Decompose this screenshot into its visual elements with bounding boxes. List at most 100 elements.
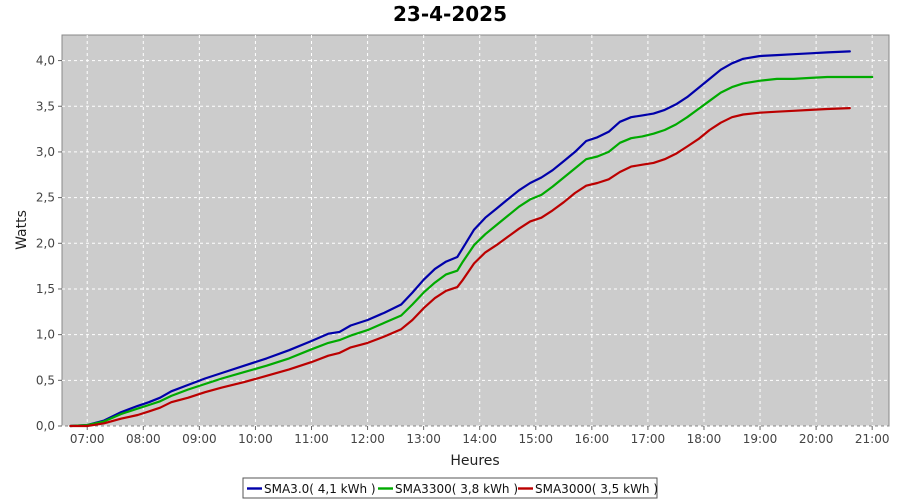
- data-point: [518, 189, 520, 191]
- y-tick-label: 0,0: [36, 419, 55, 433]
- data-point: [367, 342, 369, 344]
- data-point: [540, 194, 543, 196]
- data-point: [204, 383, 206, 385]
- x-tick-label: 11:00: [294, 432, 329, 446]
- data-point: [148, 404, 150, 406]
- data-point: [288, 357, 290, 359]
- data-point: [664, 158, 666, 160]
- y-tick-label: 3,0: [36, 145, 55, 159]
- data-point: [608, 131, 610, 133]
- data-point: [170, 390, 172, 392]
- data-point: [574, 167, 576, 169]
- data-point: [742, 58, 744, 60]
- data-point: [170, 395, 172, 397]
- data-point: [103, 422, 105, 424]
- data-point: [697, 138, 700, 140]
- data-point: [793, 110, 795, 112]
- data-point: [86, 425, 88, 427]
- legend: SMA3.0( 4,1 kWh ) SMA3300( 3,8 kWh ) SMA30…: [242, 477, 658, 499]
- data-point: [793, 53, 795, 55]
- data-point: [675, 103, 677, 105]
- data-point: [675, 153, 677, 155]
- data-point: [619, 121, 621, 123]
- data-point: [709, 100, 711, 102]
- data-point: [400, 303, 402, 306]
- data-point: [434, 297, 436, 299]
- data-point: [495, 208, 498, 210]
- data-point: [411, 319, 413, 321]
- data-point: [596, 136, 599, 138]
- data-point: [221, 387, 223, 389]
- data-point: [552, 169, 554, 171]
- data-point: [327, 355, 329, 357]
- data-point: [159, 397, 161, 399]
- data-point: [367, 319, 369, 321]
- data-point: [574, 151, 576, 153]
- data-point: [411, 292, 413, 294]
- data-point: [826, 108, 828, 110]
- data-point: [148, 401, 150, 403]
- data-point: [456, 256, 458, 258]
- data-point: [507, 236, 509, 238]
- data-point: [187, 388, 189, 391]
- data-point: [776, 78, 778, 80]
- data-point: [159, 407, 161, 409]
- x-tick-label: 14:00: [462, 432, 497, 446]
- data-point: [423, 307, 425, 309]
- data-point: [809, 77, 812, 79]
- data-point: [675, 123, 677, 126]
- data-point: [507, 198, 509, 200]
- legend-label-0: SMA3.0( 4,1 kWh ): [264, 482, 376, 496]
- data-point: [552, 209, 554, 211]
- data-point: [652, 162, 655, 164]
- data-point: [585, 158, 587, 160]
- data-point: [243, 371, 245, 373]
- data-point: [462, 261, 464, 263]
- data-point: [793, 78, 795, 80]
- data-point: [456, 286, 458, 288]
- x-tick-label: 17:00: [631, 432, 666, 446]
- data-point: [137, 405, 139, 407]
- data-point: [731, 86, 733, 88]
- data-point: [686, 145, 688, 148]
- data-point: [462, 247, 464, 249]
- data-point: [759, 80, 761, 82]
- data-point: [350, 346, 352, 348]
- data-point: [120, 418, 122, 420]
- data-point: [383, 322, 385, 324]
- data-point: [630, 116, 632, 118]
- data-point: [529, 198, 531, 200]
- data-point: [148, 410, 150, 412]
- data-point: [327, 342, 329, 344]
- data-point: [69, 425, 71, 427]
- data-point: [585, 140, 587, 142]
- data-point: [137, 408, 139, 410]
- data-point: [243, 381, 245, 383]
- data-point: [686, 116, 688, 118]
- data-point: [266, 357, 268, 359]
- data-point: [849, 76, 851, 78]
- y-axis-label: Watts: [14, 210, 30, 250]
- tick-labels: 0,0 0,5 1,0 1,5 2,0 2,5 3,0 3,5 4,0 07:00 08:00 09:…: [36, 54, 890, 446]
- data-point: [826, 76, 828, 78]
- data-point: [720, 122, 722, 124]
- data-point: [507, 215, 509, 217]
- y-tick-label: 3,5: [36, 99, 55, 113]
- axes: [58, 60, 873, 430]
- data-point: [641, 135, 643, 137]
- data-point: [776, 111, 778, 113]
- x-tick-label: 19:00: [743, 432, 778, 446]
- data-point: [709, 78, 711, 80]
- data-point: [809, 109, 812, 111]
- data-point: [400, 314, 402, 317]
- data-point: [423, 292, 425, 294]
- data-point: [664, 109, 666, 111]
- data-point: [266, 375, 268, 377]
- data-point: [552, 186, 554, 188]
- data-point: [759, 55, 761, 57]
- data-point: [619, 142, 621, 144]
- data-point: [120, 411, 122, 413]
- data-point: [338, 331, 341, 333]
- data-point: [540, 176, 543, 179]
